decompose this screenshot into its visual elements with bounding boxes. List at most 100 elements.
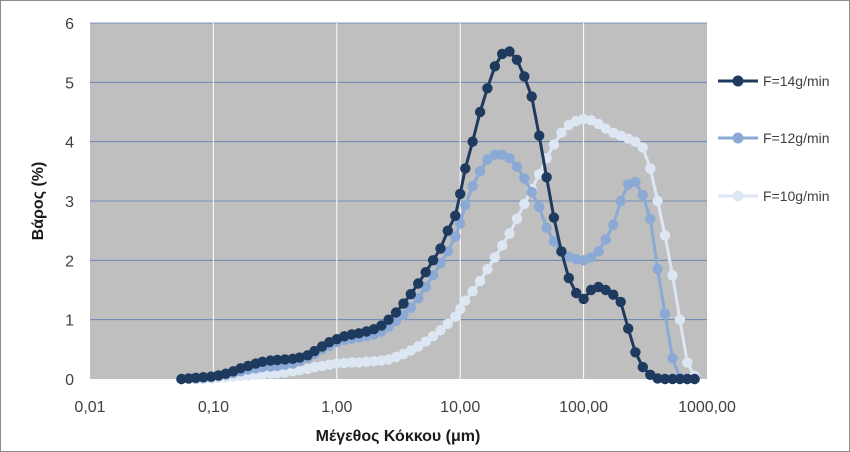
y-tick-label: 5: [65, 75, 74, 92]
y-tick-label: 6: [65, 16, 74, 33]
data-point: [519, 198, 530, 210]
data-point: [556, 246, 567, 257]
data-point: [497, 240, 508, 251]
data-point: [489, 61, 501, 72]
data-point: [450, 231, 461, 242]
data-point: [659, 230, 671, 241]
data-point: [190, 372, 201, 383]
series-layer: [176, 46, 700, 385]
x-axis-ticks: 0,01 0,10 1,00 10,00 100,00 1000,00: [74, 399, 736, 416]
data-point: [460, 200, 471, 211]
data-point: [667, 373, 678, 385]
data-point: [674, 373, 686, 385]
data-point: [511, 54, 523, 65]
data-point: [405, 289, 416, 300]
y-tick-label: 0: [65, 372, 74, 389]
data-point: [600, 123, 611, 134]
data-point: [689, 373, 700, 385]
legend-label: F=10g/min: [763, 188, 830, 204]
data-point: [353, 357, 365, 368]
data-point: [682, 357, 693, 368]
data-point: [450, 311, 461, 322]
data-point: [585, 252, 597, 263]
data-point: [548, 139, 560, 150]
data-point: [593, 246, 604, 257]
data-point: [659, 373, 671, 385]
data-point: [420, 267, 431, 278]
data-point: [652, 264, 663, 275]
x-tick-label: 0,10: [198, 399, 229, 416]
data-point: [519, 173, 530, 184]
data-point: [474, 166, 486, 177]
data-point: [455, 218, 466, 229]
data-point: [482, 83, 493, 94]
data-point: [294, 352, 305, 363]
data-point: [667, 270, 678, 281]
data-point: [376, 320, 387, 331]
data-point: [346, 357, 357, 368]
data-point: [460, 163, 471, 174]
data-point: [563, 272, 574, 284]
data-point: [511, 161, 523, 172]
data-point: [427, 255, 439, 266]
data-point: [272, 354, 283, 366]
x-tick-label: 1000,00: [678, 399, 736, 416]
data-point: [682, 373, 693, 385]
y-axis-title: Βάρος (%): [30, 162, 47, 241]
data-point: [504, 153, 515, 164]
data-point: [361, 356, 372, 367]
data-point: [630, 347, 641, 358]
data-point: [427, 331, 439, 342]
data-point: [198, 372, 209, 383]
data-point: [504, 228, 515, 239]
data-point: [615, 195, 626, 207]
gridlines: [90, 22, 707, 379]
data-point: [455, 188, 466, 200]
x-tick-label: 100,00: [559, 399, 608, 416]
data-point: [279, 354, 291, 365]
y-tick-label: 1: [65, 313, 74, 330]
data-point: [279, 367, 291, 378]
data-point: [482, 264, 493, 275]
data-point: [548, 236, 560, 247]
data-point: [637, 361, 648, 373]
data-point: [450, 210, 461, 221]
data-point: [413, 341, 424, 352]
data-point: [383, 314, 394, 325]
data-point: [667, 353, 678, 364]
data-point: [541, 222, 552, 233]
data-point: [435, 325, 446, 336]
data-point: [600, 284, 611, 296]
y-tick-label: 3: [65, 194, 74, 211]
data-point: [294, 364, 305, 376]
data-point: [467, 286, 478, 297]
data-point: [467, 136, 478, 147]
y-axis-ticks: 0 1 2 3 4 5 6: [65, 16, 74, 389]
x-tick-label: 1,00: [321, 399, 352, 416]
data-point: [435, 243, 446, 254]
data-point: [659, 308, 671, 319]
data-point: [652, 195, 663, 207]
data-point: [474, 106, 486, 118]
data-point: [652, 373, 663, 384]
data-point: [390, 307, 402, 318]
x-axis-title: Μέγεθος Κόκκου (μm): [316, 428, 481, 445]
data-point: [420, 336, 431, 347]
data-point: [637, 189, 648, 201]
x-tick-label: 0,01: [74, 399, 105, 416]
data-point: [272, 367, 283, 379]
data-point: [467, 181, 478, 192]
data-point: [608, 219, 619, 230]
data-point: [623, 323, 634, 334]
data-point: [526, 91, 537, 102]
legend-marker: [732, 190, 744, 202]
data-point: [534, 130, 545, 141]
data-point: [455, 303, 466, 315]
data-point: [615, 296, 626, 308]
data-point: [519, 71, 530, 82]
data-point: [442, 318, 453, 329]
y-tick-label: 2: [65, 253, 74, 270]
data-point: [645, 213, 656, 224]
data-point: [578, 293, 589, 305]
